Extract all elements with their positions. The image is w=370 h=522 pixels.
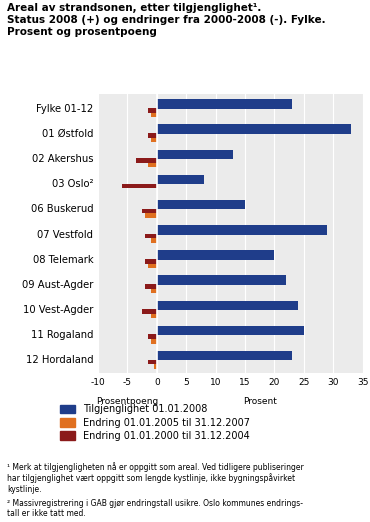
Text: Areal av strandsonen, etter tilgjenglighet¹.
Status 2008 (+) og endringer fra 20: Areal av strandsonen, etter tilgjengligh…	[7, 3, 326, 38]
Bar	[148, 163, 157, 168]
Bar	[136, 158, 157, 163]
Bar	[145, 284, 157, 289]
Bar	[157, 225, 327, 234]
Bar	[148, 108, 157, 113]
Bar	[157, 175, 204, 184]
Bar	[157, 276, 286, 285]
Bar	[157, 200, 245, 209]
Text: Prosentpoeng: Prosentpoeng	[96, 397, 159, 406]
Bar	[157, 250, 275, 260]
Bar	[142, 209, 157, 213]
Bar	[151, 314, 157, 318]
Bar	[142, 310, 157, 314]
Text: ¹ Merk at tilgjengligheten nå er oppgitt som areal. Ved tidligere publiseringer
: ¹ Merk at tilgjengligheten nå er oppgitt…	[7, 462, 304, 494]
Bar	[122, 184, 157, 188]
Bar	[148, 133, 157, 138]
Bar	[148, 335, 157, 339]
Bar	[145, 234, 157, 239]
Text: Prosent: Prosent	[243, 397, 277, 406]
Bar	[154, 364, 157, 369]
Bar	[151, 289, 157, 293]
Bar	[145, 259, 157, 264]
Bar	[157, 150, 233, 159]
Bar	[151, 113, 157, 117]
Bar	[157, 351, 292, 360]
Bar	[157, 301, 298, 310]
Text: ² Massivregistrering i GAB gjør endringstall usikre. Oslo kommunes endrings-
tal: ² Massivregistrering i GAB gjør endrings…	[7, 499, 303, 518]
Bar	[151, 138, 157, 143]
Legend: Tilgjenglighet 01.01.2008, Endring 01.01.2005 til 31.12.2007, Endring 01.01.2000: Tilgjenglighet 01.01.2008, Endring 01.01…	[60, 404, 250, 441]
Bar	[145, 213, 157, 218]
Bar	[148, 264, 157, 268]
Bar	[148, 360, 157, 364]
Bar	[151, 339, 157, 343]
Bar	[157, 99, 292, 109]
Bar	[151, 239, 157, 243]
Bar	[157, 124, 351, 134]
Bar	[157, 326, 304, 335]
